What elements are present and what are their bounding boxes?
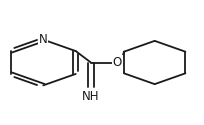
Text: N: N [39, 33, 48, 46]
Text: O: O [113, 56, 122, 69]
Text: NH: NH [82, 90, 100, 103]
